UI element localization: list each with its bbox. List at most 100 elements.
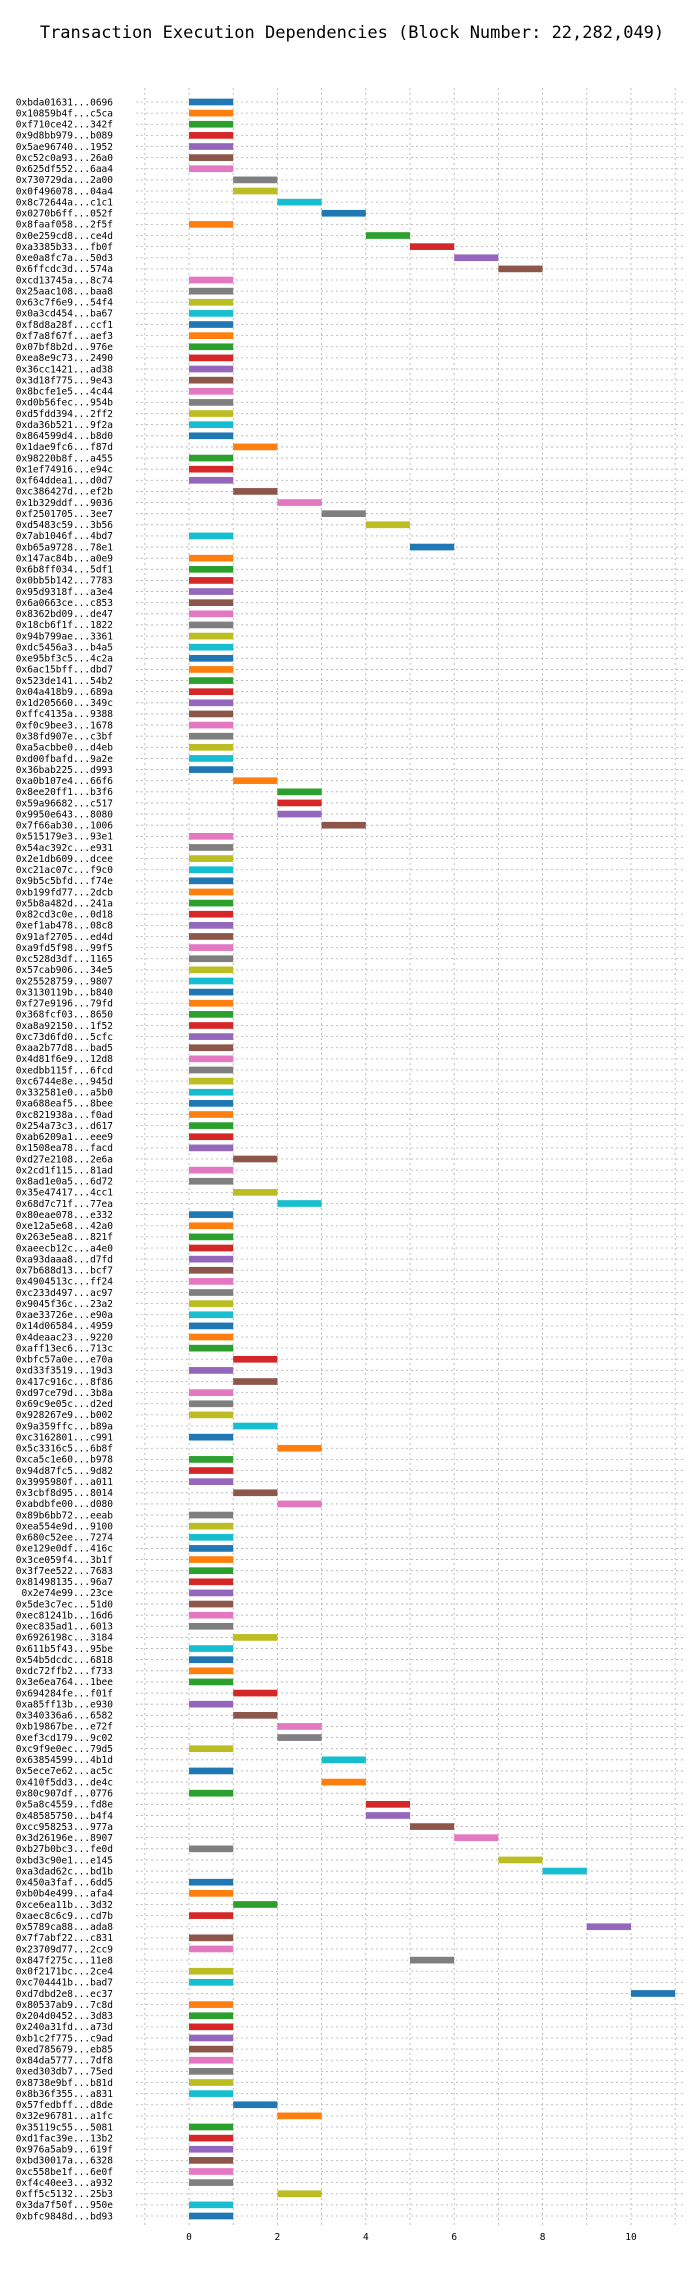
transaction-bar [189,410,234,417]
transaction-label: 0x8ee20ff1...b3f6 [16,787,114,798]
transaction-bar [189,454,234,462]
transaction-label: 0x7f7abf22...c831 [16,1933,114,1944]
transaction-label: 0x1ef74916...e94c [16,464,113,475]
transaction-label: 0xef3cd179...9c02 [16,1733,113,1744]
transaction-bar [233,1634,278,1641]
transaction-label: 0xef1ab478...08c8 [16,921,114,932]
transaction-label: 0x91af2705...ed4d [16,932,113,943]
transaction-label: 0x32e96781...a1fc [16,2111,113,2122]
transaction-label: 0xc52c0a93...26a0 [16,153,114,164]
transaction-label: 0x8c72644a...c1c1 [16,197,114,208]
transaction-label: 0x0270b6ff...052f [16,209,113,220]
transaction-bar [189,554,234,562]
transaction-bar [233,1155,278,1163]
transaction-label: 0x95d9318f...a3e4 [16,587,114,598]
transaction-bar [189,1478,234,1486]
transaction-bar [233,1355,278,1363]
transaction-label: 0x63854599...4b1d [16,1755,113,1766]
transaction-bar [189,1622,234,1630]
transaction-bar [189,966,234,974]
transaction-label: 0xabdbfe00...d080 [16,1499,114,1510]
transaction-label: 0x3da7f50f...950e [16,2200,114,2211]
transaction-bar [189,1589,234,1597]
transaction-label: 0x3f7ee522...7683 [16,1566,113,1577]
transaction-bar [189,1088,234,1096]
transaction-bar [233,1901,278,1908]
transaction-bar [189,1700,234,1708]
transaction-bar [189,132,234,139]
transaction-bar [189,1244,234,1252]
transaction-label: 0xa93daaa8...d7fd [16,1254,113,1265]
transaction-label: 0x625df552...6aa4 [16,164,114,175]
transaction-bar [277,1500,322,1508]
transaction-label: 0xc528d3df...1165 [16,954,113,965]
transaction-bar [189,2001,234,2008]
transaction-label: 0x6926198c...3184 [16,1633,114,1644]
transaction-bar [189,532,234,540]
transaction-label: 0x410f5dd3...de4c [16,1777,113,1788]
transaction-bar [189,621,234,629]
transaction-bar [189,1533,234,1541]
transaction-bar [410,1823,455,1830]
transaction-bar [189,899,234,907]
transaction-label: 0xb199fd77...2dcb [16,887,114,898]
transaction-label: 0x3d18f775...9e43 [16,375,113,386]
transaction-label: 0x611b5f43...95be [16,1644,114,1655]
transaction-label: 0xf710ce42...342f [16,120,113,131]
transaction-label: 0xbda01631...0696 [16,97,114,108]
transaction-bar [189,165,234,173]
transaction-bar [189,1645,234,1652]
transaction-bar [189,120,234,128]
transaction-bar [189,888,234,896]
transaction-label: 0xc558be1f...6e0f [16,2167,113,2178]
transaction-label: 0x8b36f355...a831 [16,2089,114,2100]
transaction-bar [189,1278,234,1285]
transaction-label: 0xd1fac39e...13b2 [16,2133,113,2144]
transaction-bar [189,1222,234,1230]
transaction-bar [189,844,234,851]
transaction-label: 0x36bab225...d993 [16,765,113,776]
transaction-bar [233,187,278,195]
transaction-label: 0x2cd1f115...81ad [16,1165,113,1176]
transaction-bar [189,1767,234,1775]
transaction-label: 0x5ae96740...1952 [16,142,113,153]
transaction-bar [189,2023,234,2031]
transaction-bar [189,577,234,584]
transaction-label: 0xa9fd5f98...99f5 [16,943,113,954]
transaction-bar [189,1522,234,1530]
transaction-label: 0x8bcfe1e5...4c44 [16,387,114,398]
transaction-label: 0xea554e9d...9100 [16,1521,114,1532]
transaction-label: 0x204d0452...3d83 [16,2011,113,2022]
transaction-label: 0x254a73c3...d617 [16,1121,113,1132]
transaction-label: 0x3e6ea764...1bee [16,1677,114,1688]
transaction-bar [630,1990,676,1997]
transaction-label: 0xab6209a1...eee9 [16,1132,114,1143]
transaction-label: 0xf0c9bee3...1678 [16,720,114,731]
transaction-bar [189,399,234,406]
transaction-bar [277,499,322,506]
transaction-label: 0xe129e0df...416c [16,1544,113,1555]
transaction-label: 0xf7a8f67f...aef3 [16,331,113,342]
transaction-label: 0xc3162801...c991 [16,1432,114,1443]
transaction-bar [365,232,410,239]
transaction-label: 0x5b8a482d...241a [16,898,113,909]
transaction-label: 0x69c9e05c...d2ed [16,1399,113,1410]
x-tick-label: 10 [625,2232,637,2243]
transaction-bar [277,2112,322,2120]
transaction-label: 0xf64ddea1...d0d7 [16,476,113,487]
transaction-label: 0xc704441b...bad7 [16,1978,113,1989]
transaction-label: 0x0bb5b142...7783 [16,576,113,587]
transaction-bar [189,688,234,696]
transaction-bar [189,1889,234,1897]
transaction-label: 0x864599d4...b8d0 [16,431,114,442]
transaction-bar [189,1055,234,1063]
transaction-label: 0x3d26196e...8907 [16,1833,113,1844]
transaction-bar [365,521,410,529]
transaction-label: 0x5789ca88...ada8 [16,1922,114,1933]
bar-layer [189,98,676,2220]
transaction-bar [189,1912,234,1919]
transaction-label: 0xc9f9e0ec...79d5 [16,1744,113,1755]
transaction-label: 0xd33f3519...19d3 [16,1366,113,1377]
transaction-label: 0x8ad1e0a5...6d72 [16,1177,113,1188]
transaction-label: 0x48585750...b4f4 [16,1811,114,1822]
